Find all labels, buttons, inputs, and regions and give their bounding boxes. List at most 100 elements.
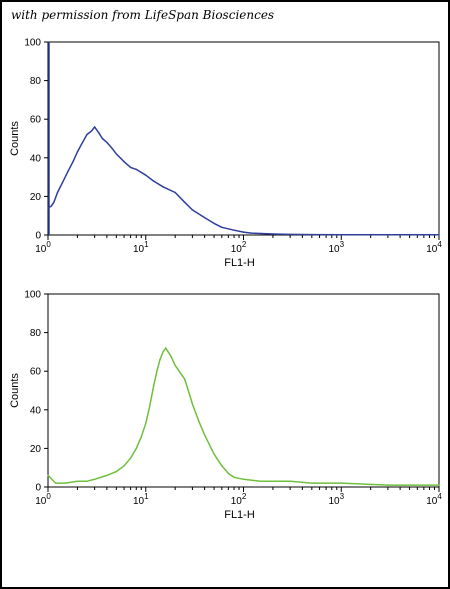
data-point	[55, 482, 57, 484]
histogram-series-line	[47, 126, 439, 236]
data-point	[101, 137, 104, 140]
data-point	[174, 364, 176, 367]
y-tick-label: 40	[30, 405, 42, 416]
data-point	[227, 472, 230, 475]
data-point	[115, 470, 118, 473]
y-tick-label: 40	[30, 153, 42, 164]
data-point	[152, 180, 155, 182]
data-point	[203, 434, 206, 436]
x-tick-label: 102	[231, 492, 247, 507]
y-tick-label: 60	[30, 367, 42, 378]
x-tick-label: 100	[35, 492, 51, 507]
data-point	[221, 226, 223, 228]
data-point	[129, 457, 132, 459]
data-point	[162, 186, 164, 188]
data-point	[135, 168, 137, 171]
data-point	[47, 474, 49, 477]
data-point	[260, 480, 262, 482]
data-point	[50, 205, 52, 207]
data-point	[123, 465, 125, 467]
data-point	[311, 482, 313, 484]
data-point	[213, 453, 215, 455]
data-point	[162, 351, 164, 353]
data-point	[61, 182, 63, 184]
histogram-chart-top: 0 20 40 60 80 100 100 101 102 103 104 FL1-H Counts	[9, 38, 442, 270]
x-axis-title: FL1-H	[224, 257, 255, 269]
data-point	[289, 233, 291, 236]
y-axis-title: Counts	[9, 121, 21, 156]
data-point	[140, 436, 142, 438]
x-tick-label: 103	[328, 492, 344, 507]
data-point	[387, 234, 389, 236]
histogram-chart-bottom: 0 20 40 60 80 100 100 101 102 103 104 FL1-H Counts	[9, 290, 442, 522]
x-tick-label: 104	[426, 240, 442, 255]
data-point	[242, 231, 245, 233]
data-point	[93, 478, 96, 480]
data-point	[233, 476, 235, 478]
data-point	[340, 234, 342, 236]
data-point	[272, 480, 274, 482]
y-tick-label: 100	[24, 290, 41, 301]
data-point	[272, 233, 274, 235]
x-tick-label: 104	[426, 492, 442, 507]
plot-frame	[47, 293, 440, 488]
data-point	[221, 465, 223, 467]
data-point	[188, 393, 191, 396]
data-point	[178, 370, 180, 372]
y-tick-label: 20	[30, 444, 42, 455]
data-point	[438, 484, 440, 486]
data-point	[191, 403, 194, 405]
y-tick-label: 20	[30, 192, 42, 203]
data-point	[67, 170, 69, 172]
data-point	[93, 126, 96, 128]
y-axis-title: Counts	[9, 373, 21, 408]
data-point	[213, 222, 215, 225]
data-point	[91, 130, 93, 132]
plot-frame	[47, 41, 440, 236]
data-point	[135, 447, 137, 450]
data-point	[203, 216, 206, 219]
y-tick-label: 80	[30, 76, 42, 87]
permission-watermark: with permission from LifeSpan Bioscience…	[11, 8, 275, 22]
data-point	[191, 209, 194, 211]
data-point	[106, 141, 108, 144]
data-point	[340, 482, 342, 484]
data-point	[165, 347, 167, 349]
data-point	[174, 191, 176, 194]
data-point	[76, 480, 79, 482]
data-point	[149, 405, 151, 407]
data-point	[156, 370, 158, 372]
data-point	[56, 191, 59, 194]
data-point	[233, 229, 235, 231]
y-tick-label: 0	[35, 483, 41, 494]
data-point	[129, 166, 132, 169]
y-tick-label: 100	[24, 38, 41, 49]
x-tick-label: 102	[231, 240, 247, 255]
data-point	[183, 378, 186, 380]
data-point	[260, 232, 262, 235]
data-point	[159, 358, 161, 361]
data-point	[183, 201, 186, 203]
data-point	[86, 480, 88, 482]
data-point	[115, 153, 118, 155]
data-point	[64, 482, 66, 484]
data-point	[387, 484, 389, 486]
y-tick-label: 60	[30, 115, 42, 126]
data-point	[242, 478, 245, 480]
histogram-series-line	[47, 347, 439, 486]
data-point	[311, 233, 313, 236]
data-point	[72, 161, 74, 163]
data-point	[198, 420, 200, 423]
y-tick-label: 80	[30, 328, 42, 339]
data-point	[438, 234, 440, 236]
data-point	[123, 161, 125, 163]
data-point	[80, 143, 83, 145]
x-tick-label: 101	[133, 240, 149, 255]
x-tick-label: 101	[133, 492, 149, 507]
data-point	[250, 232, 252, 234]
data-point	[145, 174, 147, 176]
x-axis-title: FL1-H	[224, 509, 255, 521]
data-point	[98, 132, 100, 134]
data-point	[106, 474, 108, 477]
data-point	[170, 355, 172, 357]
